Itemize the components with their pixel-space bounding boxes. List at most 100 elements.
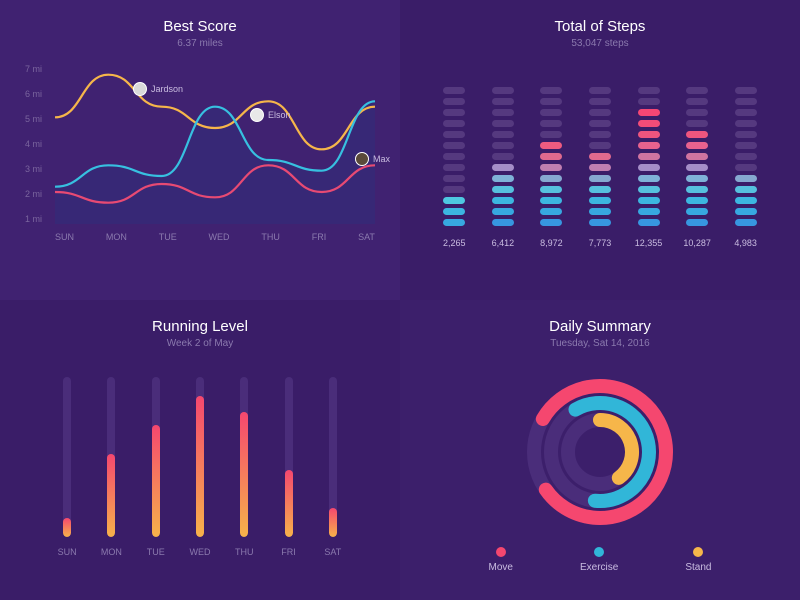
steps-segment — [443, 142, 465, 149]
steps-column — [589, 87, 611, 226]
steps-segment — [638, 142, 660, 149]
steps-segment — [540, 109, 562, 116]
running-bar-fill — [196, 396, 204, 537]
series-label-jardson: Jardson — [133, 82, 183, 96]
activity-rings — [515, 367, 685, 537]
legend-item-stand: Stand — [685, 547, 711, 573]
steps-segment — [686, 131, 708, 138]
steps-segment — [492, 208, 514, 215]
steps-segment — [589, 197, 611, 204]
x-axis: SUNMONTUEWEDTHUFRISAT — [55, 232, 375, 242]
running-day-label: FRI — [274, 547, 304, 557]
running-labels: SUNMONTUEWEDTHUFRISAT — [25, 547, 375, 557]
steps-segment — [638, 87, 660, 94]
running-day-label: THU — [229, 547, 259, 557]
series-label-elson: Elson — [250, 108, 291, 122]
legend-item-exercise: Exercise — [580, 547, 618, 573]
steps-segment — [589, 120, 611, 127]
running-bar-fill — [152, 425, 160, 537]
steps-segment — [589, 131, 611, 138]
steps-segment — [540, 142, 562, 149]
running-bar-fill — [107, 454, 115, 537]
steps-segment — [443, 197, 465, 204]
steps-segment — [589, 164, 611, 171]
steps-columns — [425, 71, 775, 226]
steps-segment — [735, 164, 757, 171]
avatar-icon — [355, 152, 369, 166]
steps-column — [638, 87, 660, 226]
steps-segment — [686, 208, 708, 215]
steps-segment — [540, 98, 562, 105]
steps-segment — [540, 175, 562, 182]
running-bar — [329, 377, 337, 537]
running-level-title: Running Level — [25, 318, 375, 335]
steps-segment — [735, 109, 757, 116]
steps-segment — [589, 208, 611, 215]
steps-column — [686, 87, 708, 226]
total-steps-title: Total of Steps — [425, 18, 775, 35]
legend-dot-icon — [693, 547, 703, 557]
steps-segment — [540, 131, 562, 138]
legend-label: Stand — [685, 562, 711, 573]
steps-segment — [443, 131, 465, 138]
steps-value: 10,287 — [677, 238, 717, 248]
running-day-label: WED — [185, 547, 215, 557]
daily-summary-title: Daily Summary — [425, 318, 775, 335]
steps-segment — [638, 219, 660, 226]
steps-chart: 2,2656,4128,9727,77312,35510,2874,983 — [425, 71, 775, 271]
steps-segment — [443, 186, 465, 193]
steps-segment — [492, 87, 514, 94]
steps-segment — [492, 197, 514, 204]
series-name: Jardson — [151, 84, 183, 94]
steps-segment — [735, 142, 757, 149]
steps-value: 12,355 — [629, 238, 669, 248]
steps-segment — [735, 131, 757, 138]
x-tick: FRI — [312, 232, 327, 242]
y-tick: 7 mi — [25, 64, 42, 74]
running-day-label: SAT — [318, 547, 348, 557]
x-tick: SAT — [358, 232, 375, 242]
steps-segment — [443, 87, 465, 94]
steps-values: 2,2656,4128,9727,77312,35510,2874,983 — [425, 238, 775, 248]
daily-summary-subtitle: Tuesday, Sat 14, 2016 — [425, 338, 775, 349]
steps-segment — [443, 153, 465, 160]
y-tick: 2 mi — [25, 189, 42, 199]
running-bar-fill — [329, 508, 337, 537]
best-score-panel: Best Score 6.37 miles 7 mi6 mi5 mi4 mi3 … — [0, 0, 400, 300]
steps-segment — [540, 164, 562, 171]
total-steps-subtitle: 53,047 steps — [425, 38, 775, 49]
steps-column — [735, 87, 757, 226]
steps-value: 8,972 — [531, 238, 571, 248]
running-level-panel: Running Level Week 2 of May SUNMONTUEWED… — [0, 300, 400, 600]
legend-label: Exercise — [580, 562, 618, 573]
avatar-icon — [250, 108, 264, 122]
steps-segment — [686, 142, 708, 149]
daily-summary-panel: Daily Summary Tuesday, Sat 14, 2016 Move… — [400, 300, 800, 600]
series-label-max: Max — [355, 152, 390, 166]
ring-stand — [600, 420, 632, 478]
steps-value: 2,265 — [434, 238, 474, 248]
running-chart: SUNMONTUEWEDTHUFRISAT — [25, 377, 375, 572]
x-tick: SUN — [55, 232, 74, 242]
steps-column — [540, 87, 562, 226]
running-day-label: MON — [96, 547, 126, 557]
steps-segment — [735, 219, 757, 226]
steps-segment — [686, 153, 708, 160]
y-axis: 7 mi6 mi5 mi4 mi3 mi2 mi1 mi — [25, 64, 42, 224]
best-score-chart: 7 mi6 mi5 mi4 mi3 mi2 mi1 mi SUNMONTUEWE… — [25, 64, 375, 264]
x-tick: THU — [261, 232, 280, 242]
steps-segment — [540, 153, 562, 160]
y-tick: 1 mi — [25, 214, 42, 224]
y-tick: 3 mi — [25, 164, 42, 174]
running-bar-fill — [63, 518, 71, 537]
steps-segment — [735, 87, 757, 94]
steps-segment — [540, 219, 562, 226]
steps-segment — [638, 186, 660, 193]
steps-segment — [492, 153, 514, 160]
steps-segment — [492, 219, 514, 226]
steps-segment — [638, 109, 660, 116]
steps-segment — [589, 142, 611, 149]
steps-segment — [638, 197, 660, 204]
legend-dot-icon — [594, 547, 604, 557]
steps-column — [492, 87, 514, 226]
